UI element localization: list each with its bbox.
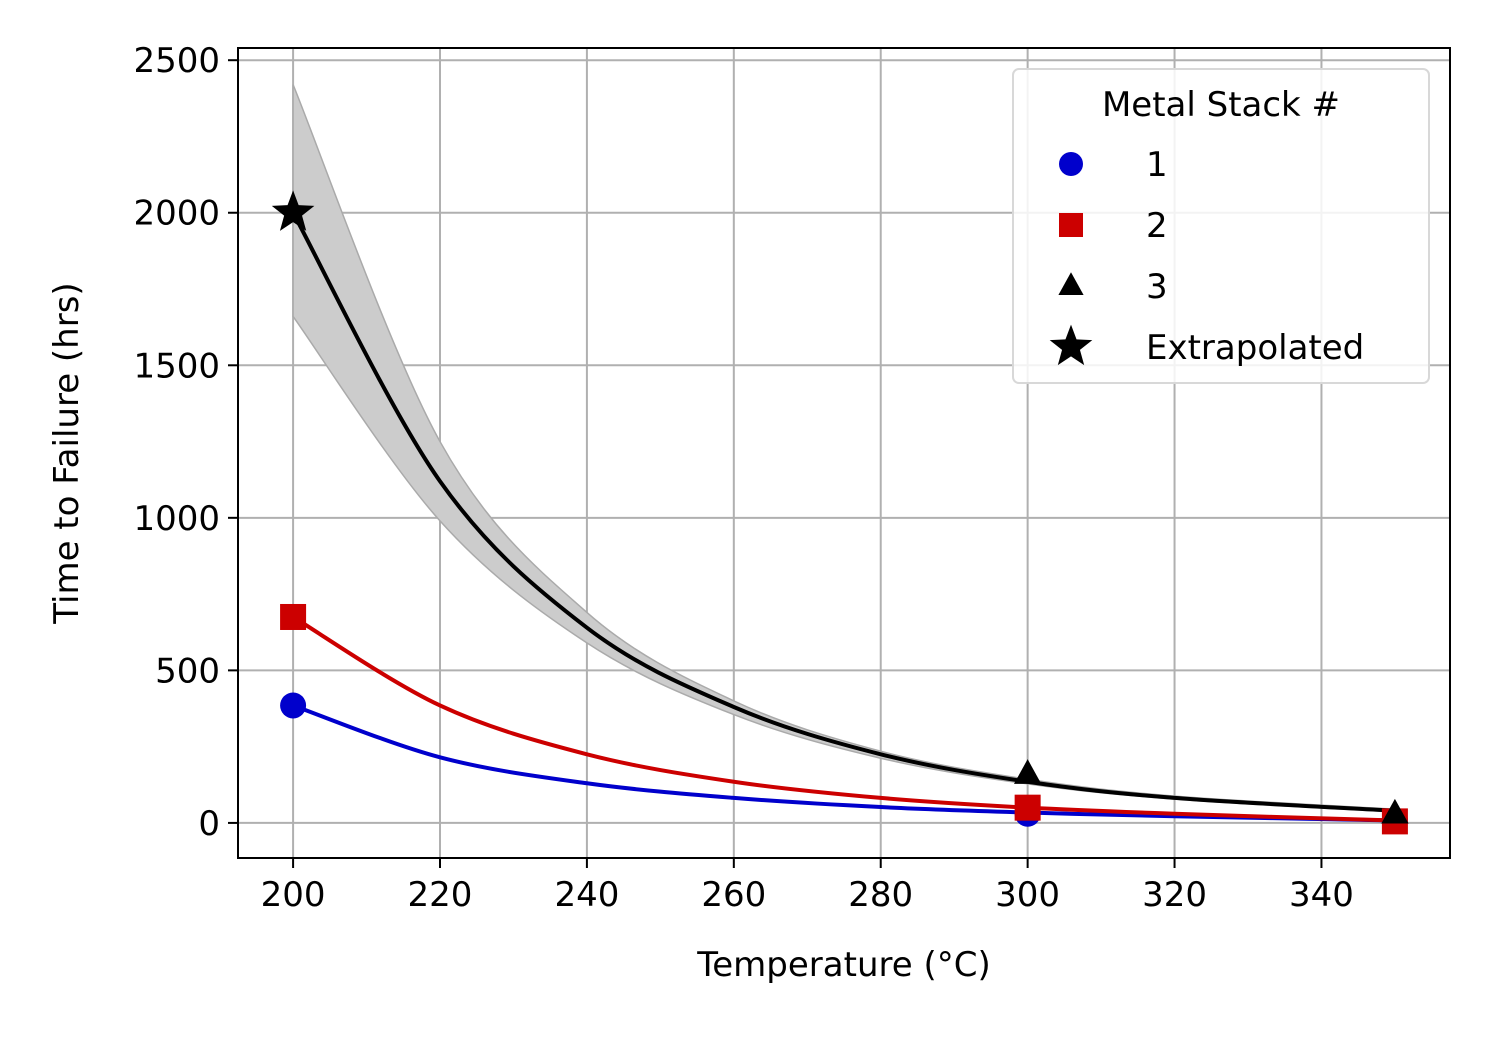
legend-entries: 1 2 3 Extrapolated: [1049, 145, 1364, 368]
series-1-fit-line: [292, 703, 1395, 823]
x-tick-label: 200: [261, 875, 326, 915]
series-2-data-point: [1014, 794, 1041, 821]
x-tick-label: 220: [408, 875, 473, 915]
y-tick-label: 1000: [133, 499, 220, 539]
legend-box: [1012, 68, 1430, 384]
legend-marker-3: [1058, 272, 1084, 295]
x-tick-label: 260: [701, 875, 766, 915]
series-2-fit-line: [292, 615, 1395, 823]
legend: Metal Stack # 1 2 3 Extrapolated: [1012, 68, 1430, 384]
series-3-data-point: [1013, 759, 1042, 784]
x-tick-label: 320: [1142, 875, 1207, 915]
legend-title: Metal Stack #: [1102, 85, 1340, 125]
x-tick-label: 240: [554, 875, 619, 915]
y-tick-label: 2500: [133, 41, 220, 81]
x-tick-label: 280: [848, 875, 913, 915]
x-tick-label: 300: [995, 875, 1060, 915]
series-1-data-point: [280, 692, 307, 719]
x-axis-title: Temperature (°C): [696, 945, 990, 985]
legend-marker-1: [1059, 152, 1083, 176]
ticks-layer: 200 220 240 260 280 300 320 340 0 500 1000 1500 2000…: [133, 41, 1353, 915]
series-2-data-point: [280, 603, 307, 630]
y-tick-label: 1500: [133, 346, 220, 386]
markers-layer: [271, 190, 1409, 835]
legend-label: 3: [1146, 267, 1168, 307]
legend-label: Extrapolated: [1146, 328, 1364, 368]
legend-label: 1: [1146, 145, 1168, 185]
legend-marker-extrapolated: [1049, 324, 1093, 366]
fit-lines-layer: [291, 211, 1396, 823]
x-tick-label: 340: [1289, 875, 1354, 915]
y-tick-label: 2000: [133, 194, 220, 234]
series-3-data-point: [1381, 798, 1409, 824]
series-3-fit-line: [291, 211, 1396, 813]
legend-marker-2: [1059, 213, 1083, 237]
extrapolated-point-star: [271, 190, 315, 231]
legend-label: 2: [1146, 206, 1168, 246]
plot-area-frame: [237, 47, 1451, 859]
y-axis-title: Time to Failure (hrs): [47, 282, 87, 624]
y-tick-label: 0: [198, 804, 220, 844]
y-tick-label: 500: [155, 651, 220, 691]
